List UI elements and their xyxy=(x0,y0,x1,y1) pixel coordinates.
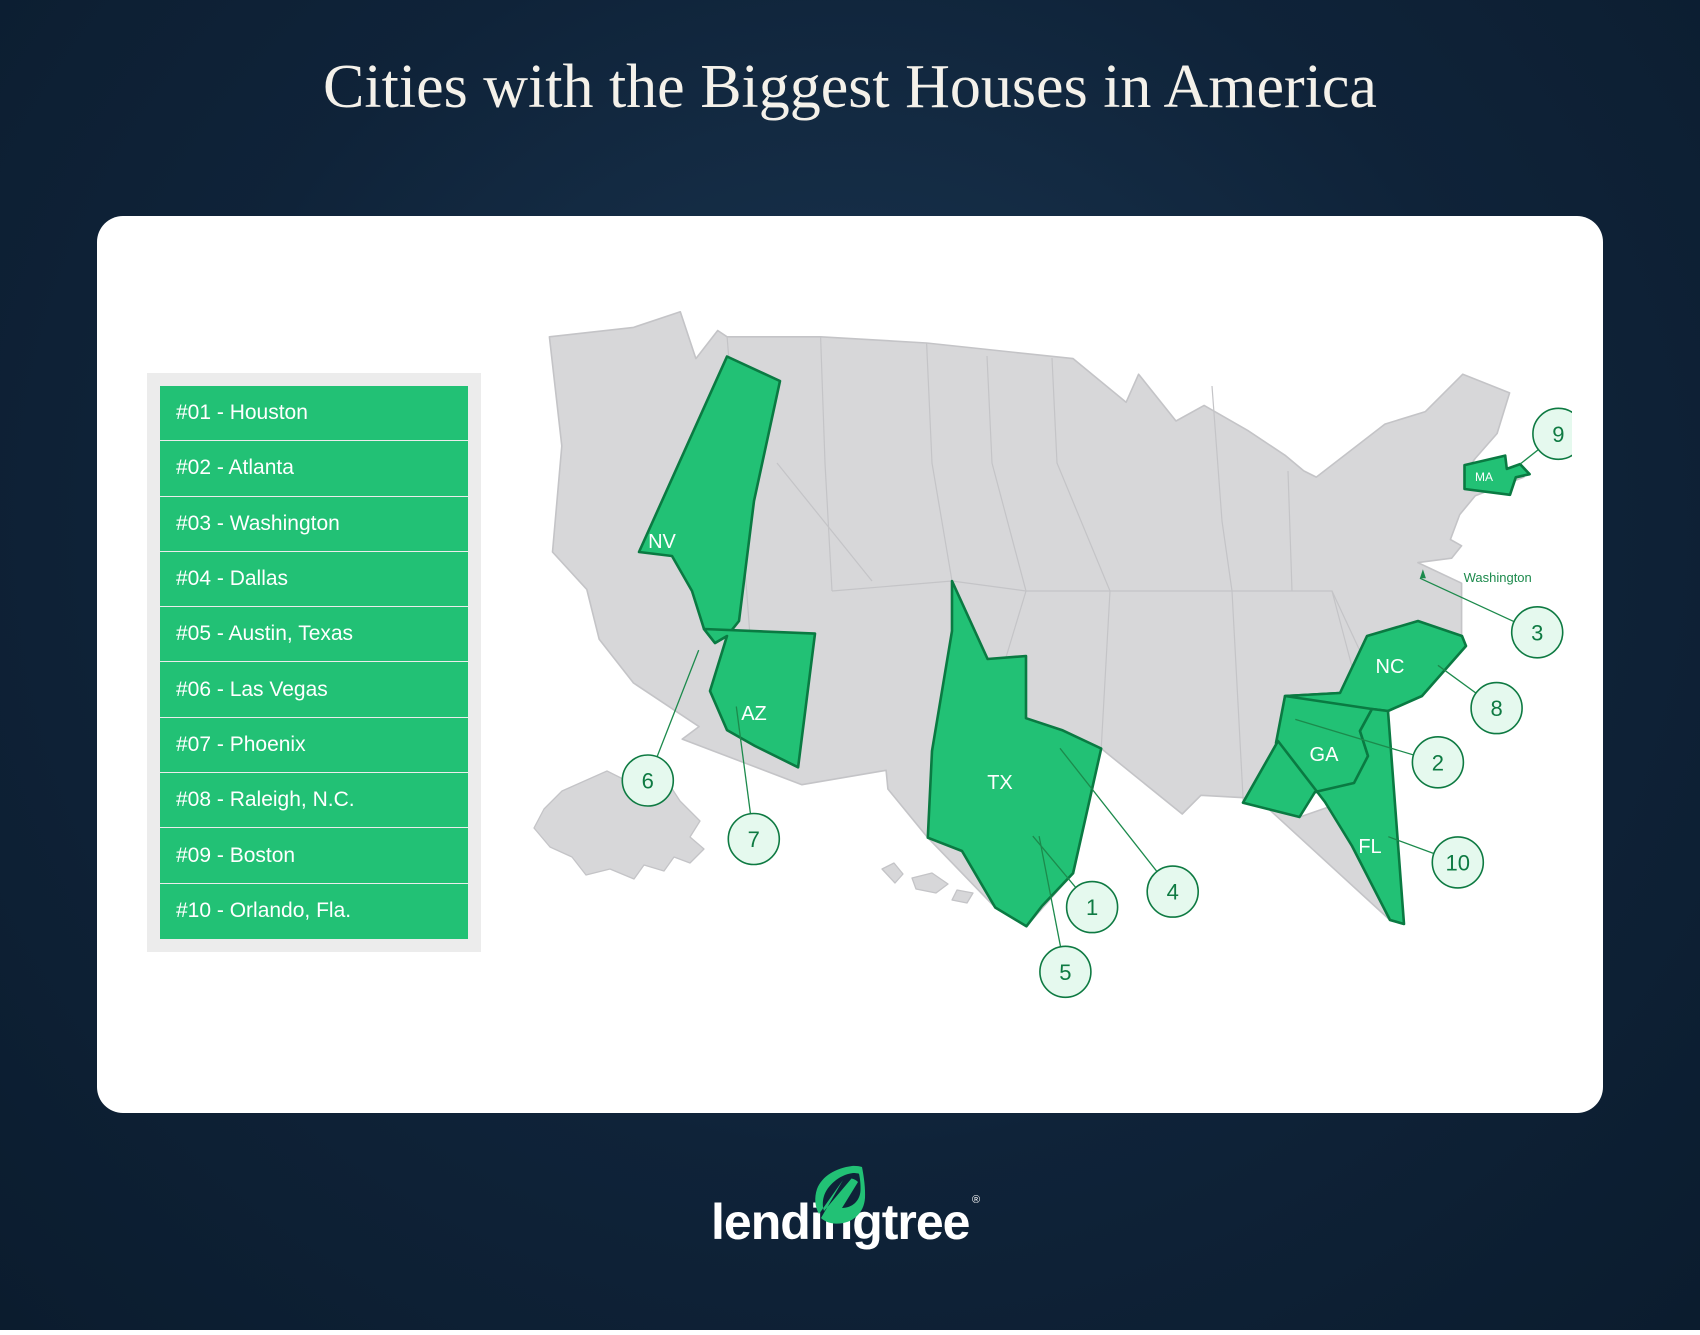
svg-text:9: 9 xyxy=(1552,422,1564,447)
svg-text:MA: MA xyxy=(1475,470,1493,484)
svg-text:AZ: AZ xyxy=(741,703,767,725)
svg-text:Washington: Washington xyxy=(1464,570,1532,585)
svg-text:10: 10 xyxy=(1446,850,1470,875)
svg-text:6: 6 xyxy=(642,769,654,794)
svg-text:7: 7 xyxy=(748,827,760,852)
svg-text:TX: TX xyxy=(987,772,1013,794)
svg-text:5: 5 xyxy=(1059,960,1071,985)
svg-text:8: 8 xyxy=(1490,696,1502,721)
svg-text:3: 3 xyxy=(1531,620,1543,645)
svg-text:GA: GA xyxy=(1310,744,1340,766)
svg-text:NC: NC xyxy=(1376,656,1405,678)
svg-text:1: 1 xyxy=(1086,895,1098,920)
svg-text:2: 2 xyxy=(1432,750,1444,775)
svg-text:NV: NV xyxy=(648,531,676,553)
svg-text:4: 4 xyxy=(1167,880,1179,905)
svg-text:FL: FL xyxy=(1358,836,1381,858)
